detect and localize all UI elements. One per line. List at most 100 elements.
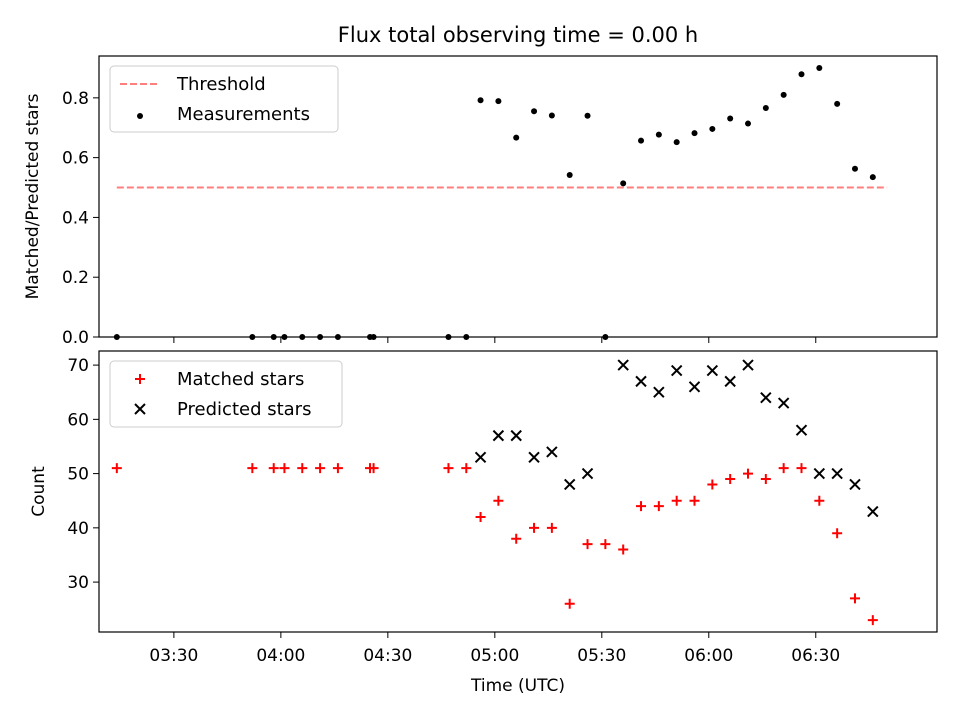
- measurement-point: [531, 108, 538, 115]
- measurement-point: [655, 131, 662, 138]
- matched-star-point: [297, 463, 308, 474]
- y-tick-label: 50: [67, 465, 89, 485]
- predicted-star-point: [742, 359, 754, 371]
- matched-star-point: [778, 463, 789, 474]
- legend-label: Predicted stars: [177, 399, 311, 420]
- matched-star-point: [600, 539, 611, 550]
- legend: Threshold Measurements: [109, 65, 339, 133]
- predicted-star-point: [492, 429, 505, 442]
- x-tick-label: 05:30: [577, 646, 626, 666]
- measurement-point: [638, 137, 645, 144]
- predicted-star-point: [706, 364, 719, 377]
- matched-star-point: [796, 463, 807, 474]
- legend-box: [109, 360, 343, 428]
- predicted-star-point: [546, 446, 558, 458]
- predicted-star-point: [724, 375, 736, 388]
- predicted-star-point: [849, 478, 861, 491]
- chart-title: Flux total observing time = 0.00 h: [338, 23, 698, 47]
- matched-star-point: [111, 463, 122, 474]
- measurement-point: [691, 130, 698, 137]
- matched-star-point: [832, 528, 843, 539]
- y-tick-label: 0.8: [62, 89, 89, 109]
- measurement-point: [513, 134, 520, 141]
- x-axis-title: Time (UTC): [470, 676, 565, 696]
- bottom-panel: 30 40 50 60 70 03:30 04:00 04:30 05:00 05:30 06:00…: [29, 350, 938, 666]
- matched-star-point: [475, 511, 486, 522]
- measurement-point: [620, 180, 627, 187]
- legend-predicted-swatch: [134, 403, 146, 415]
- predicted-star-point: [528, 451, 540, 464]
- measurement-point: [869, 174, 876, 181]
- legend-label: Measurements: [177, 104, 310, 125]
- predicted-star-point: [777, 397, 790, 409]
- x-tick-label: 05:00: [470, 646, 519, 666]
- measurement-point: [798, 71, 805, 78]
- measurement-point: [673, 139, 680, 146]
- y-tick-label: 0.6: [62, 149, 89, 169]
- measurement-point: [495, 98, 502, 105]
- matched-star-point: [867, 615, 878, 626]
- legend-label: Matched stars: [177, 369, 304, 390]
- measurement-point: [566, 171, 573, 178]
- y-tick-label: 40: [67, 519, 89, 539]
- predicted-star-point: [617, 359, 629, 371]
- matched-star-point: [529, 522, 540, 533]
- y-tick-label: 0.4: [62, 208, 89, 228]
- legend-matched-swatch: [135, 374, 145, 384]
- plot-frame: [98, 350, 938, 633]
- y-axis-title: Count: [29, 466, 49, 517]
- y-tick-label: 0.2: [62, 268, 89, 288]
- matched-star-point: [689, 495, 700, 506]
- y-tick-label: 0.0: [62, 328, 89, 348]
- matched-star-point: [511, 533, 522, 544]
- matched-star-point: [582, 539, 593, 550]
- matched-star-point: [493, 495, 504, 506]
- x-tick-label: 06:30: [791, 646, 840, 666]
- measurement-point: [548, 112, 555, 119]
- measurement-point: [780, 91, 787, 98]
- predicted-star-point: [688, 381, 701, 393]
- measurement-point: [762, 105, 769, 112]
- legend-label: Threshold: [176, 74, 266, 95]
- y-tick-label: 60: [67, 410, 89, 430]
- measurement-point: [816, 64, 823, 71]
- top-panel: 0.0 0.2 0.4 0.6 0.8 Matched/Predicted stars Th…: [23, 55, 938, 348]
- matched-star-point: [707, 479, 718, 490]
- plot-frame: [98, 55, 938, 338]
- measurement-point: [745, 120, 752, 127]
- measurement-point: [709, 125, 716, 132]
- legend-measurement-swatch: [137, 113, 143, 119]
- measurement-point: [727, 115, 734, 122]
- measurement-point: [584, 112, 591, 119]
- predicted-star-point: [653, 386, 665, 398]
- measurement-point: [477, 97, 484, 104]
- matched-star-point: [368, 463, 379, 474]
- matched-star-point: [268, 463, 279, 474]
- matched-star-point: [653, 501, 664, 512]
- x-tick-label: 04:30: [363, 646, 412, 666]
- measurement-point: [834, 100, 841, 107]
- predicted-star-point: [795, 424, 808, 436]
- matched-star-point: [443, 463, 454, 474]
- predicted-star-point: [563, 478, 576, 491]
- x-tick-label: 03:30: [149, 646, 198, 666]
- matched-star-point: [636, 501, 647, 512]
- matched-star-point: [814, 495, 825, 506]
- x-tick-label: 06:00: [684, 646, 733, 666]
- predicted-star-point: [581, 467, 594, 480]
- matched-star-point: [564, 598, 575, 609]
- x-tick-label: 04:00: [256, 646, 305, 666]
- matched-star-point: [849, 593, 860, 604]
- series-marks: [111, 359, 879, 626]
- matched-star-point: [461, 463, 472, 474]
- matched-star-point: [546, 522, 557, 533]
- matched-star-point: [618, 544, 629, 555]
- predicted-star-point: [831, 467, 843, 480]
- matched-star-point: [671, 495, 682, 506]
- measurement-point: [851, 165, 858, 172]
- matched-star-point: [760, 474, 771, 485]
- predicted-star-point: [813, 467, 826, 480]
- matched-star-point: [315, 463, 326, 474]
- y-tick-label: 30: [67, 573, 89, 593]
